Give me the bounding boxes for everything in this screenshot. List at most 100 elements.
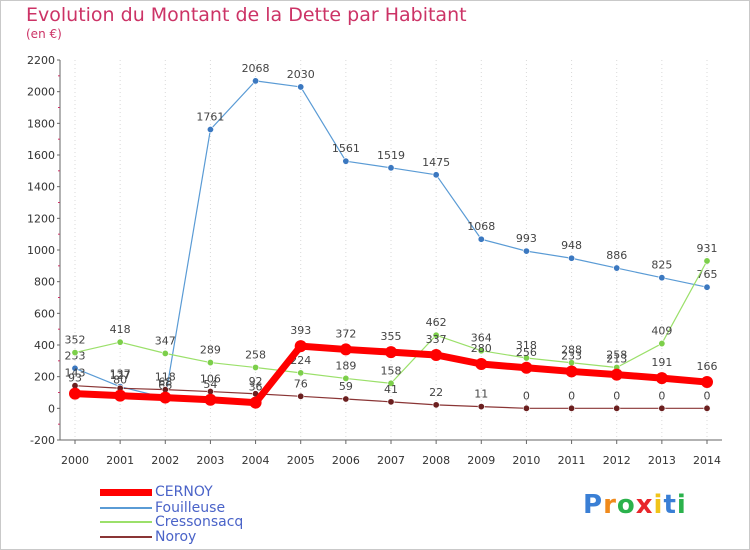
legend-swatch-fouilleuse xyxy=(100,507,152,509)
data-point-cernoy xyxy=(520,361,533,374)
data-label-fouilleuse: 948 xyxy=(561,239,582,252)
logo-letter: x xyxy=(635,490,654,520)
x-tick-label: 2004 xyxy=(242,454,270,467)
data-point-cernoy xyxy=(610,368,623,381)
legend-item-cressonsacq: Cressonsacq xyxy=(100,514,243,530)
x-tick-label: 2013 xyxy=(648,454,676,467)
x-tick-label: 2014 xyxy=(693,454,721,467)
data-point-noroy xyxy=(342,395,350,403)
data-label-fouilleuse: 66 xyxy=(158,379,172,392)
data-point-fouilleuse xyxy=(477,235,485,243)
data-point-cernoy xyxy=(565,365,578,378)
data-point-noroy xyxy=(522,404,530,412)
legend-swatch-cressonsacq xyxy=(100,521,152,523)
y-tick-label: 2000 xyxy=(27,86,55,99)
data-point-fouilleuse xyxy=(206,126,214,134)
y-tick-label: 200 xyxy=(34,371,55,384)
x-tick-label: 2008 xyxy=(422,454,450,467)
data-label-fouilleuse: 825 xyxy=(651,259,672,272)
chart-title: Evolution du Montant de la Dette par Hab… xyxy=(26,4,467,26)
y-tick-label: 1400 xyxy=(27,181,55,194)
x-tick-label: 2010 xyxy=(512,454,540,467)
data-label-fouilleuse: 886 xyxy=(606,249,627,262)
data-point-cressonsacq xyxy=(252,363,260,371)
data-point-cressonsacq xyxy=(161,349,169,357)
data-label-fouilleuse: 1519 xyxy=(377,149,405,162)
data-point-cernoy xyxy=(294,340,307,353)
data-label-fouilleuse: 2030 xyxy=(287,68,315,81)
data-label-noroy: 59 xyxy=(339,380,353,393)
x-tick-label: 2001 xyxy=(106,454,134,467)
legend-label-cernoy: CERNOY xyxy=(155,484,213,500)
data-point-cressonsacq xyxy=(342,374,350,382)
data-point-fouilleuse xyxy=(658,274,666,282)
logo-letter: i xyxy=(653,490,664,520)
data-label-noroy: 106 xyxy=(200,373,221,386)
data-label-noroy: 22 xyxy=(429,386,443,399)
data-label-cernoy: 93 xyxy=(68,372,82,385)
data-point-cernoy xyxy=(475,358,488,370)
data-point-cernoy xyxy=(204,393,217,406)
data-label-cernoy: 233 xyxy=(561,349,582,362)
data-label-noroy: 118 xyxy=(155,371,176,384)
data-point-cernoy xyxy=(339,343,352,356)
data-label-noroy: 92 xyxy=(249,375,263,388)
proxiti-logo: Proxiti xyxy=(583,490,687,520)
data-label-cressonsacq: 258 xyxy=(606,348,627,361)
data-point-cressonsacq xyxy=(206,359,214,367)
data-point-cressonsacq xyxy=(71,349,79,357)
data-label-cressonsacq: 462 xyxy=(426,316,447,329)
data-label-cressonsacq: 364 xyxy=(471,332,492,345)
data-point-cressonsacq xyxy=(297,369,305,377)
logo-letter: o xyxy=(616,490,636,520)
data-point-noroy xyxy=(477,403,485,411)
y-tick-label: 0 xyxy=(48,402,55,415)
data-point-cressonsacq xyxy=(477,347,485,355)
data-point-fouilleuse xyxy=(432,171,440,179)
data-label-noroy: 0 xyxy=(704,389,711,402)
data-label-cressonsacq: 158 xyxy=(381,364,402,377)
data-label-cressonsacq: 931 xyxy=(697,242,718,255)
data-label-cernoy: 213 xyxy=(606,353,627,366)
x-tick-label: 2000 xyxy=(61,454,89,467)
data-label-fouilleuse: 993 xyxy=(516,232,537,245)
data-label-noroy: 41 xyxy=(384,383,398,396)
x-tick-label: 2006 xyxy=(332,454,360,467)
data-label-cernoy: 54 xyxy=(203,378,217,391)
data-label-fouilleuse: 1761 xyxy=(196,111,224,124)
x-tick-label: 2012 xyxy=(603,454,631,467)
x-tick-label: 2009 xyxy=(467,454,495,467)
data-point-cressonsacq xyxy=(522,354,530,362)
data-point-cernoy xyxy=(701,376,713,389)
x-tick-label: 2011 xyxy=(558,454,586,467)
data-point-cressonsacq xyxy=(703,257,711,265)
data-point-cernoy xyxy=(385,346,397,359)
data-label-cressonsacq: 318 xyxy=(516,339,537,352)
data-label-cernoy: 191 xyxy=(651,356,672,369)
data-point-cernoy xyxy=(430,348,443,361)
y-tick-label: 2200 xyxy=(27,54,55,67)
data-point-cressonsacq xyxy=(116,338,124,346)
data-label-noroy: 0 xyxy=(568,389,575,402)
y-tick-label: 1600 xyxy=(27,149,55,162)
data-point-noroy xyxy=(432,401,440,409)
data-label-cressonsacq: 288 xyxy=(561,344,582,357)
data-label-noroy: 0 xyxy=(523,389,530,402)
data-point-fouilleuse xyxy=(252,77,260,85)
x-tick-label: 2005 xyxy=(287,454,315,467)
data-point-cernoy xyxy=(69,387,81,400)
data-label-cernoy: 36 xyxy=(249,381,263,394)
legend-label-cressonsacq: Cressonsacq xyxy=(155,514,244,530)
data-label-fouilleuse: 1475 xyxy=(422,156,450,169)
y-tick-label: 1000 xyxy=(27,244,55,257)
data-label-cernoy: 280 xyxy=(471,342,492,355)
data-label-cressonsacq: 347 xyxy=(155,334,176,347)
data-label-fouilleuse: 1561 xyxy=(332,142,360,155)
data-label-fouilleuse: 137 xyxy=(110,368,131,381)
data-point-fouilleuse xyxy=(522,247,530,255)
data-label-cressonsacq: 418 xyxy=(110,323,131,336)
data-point-cressonsacq xyxy=(432,331,440,339)
data-point-fouilleuse xyxy=(71,364,79,372)
data-point-fouilleuse xyxy=(342,157,350,165)
